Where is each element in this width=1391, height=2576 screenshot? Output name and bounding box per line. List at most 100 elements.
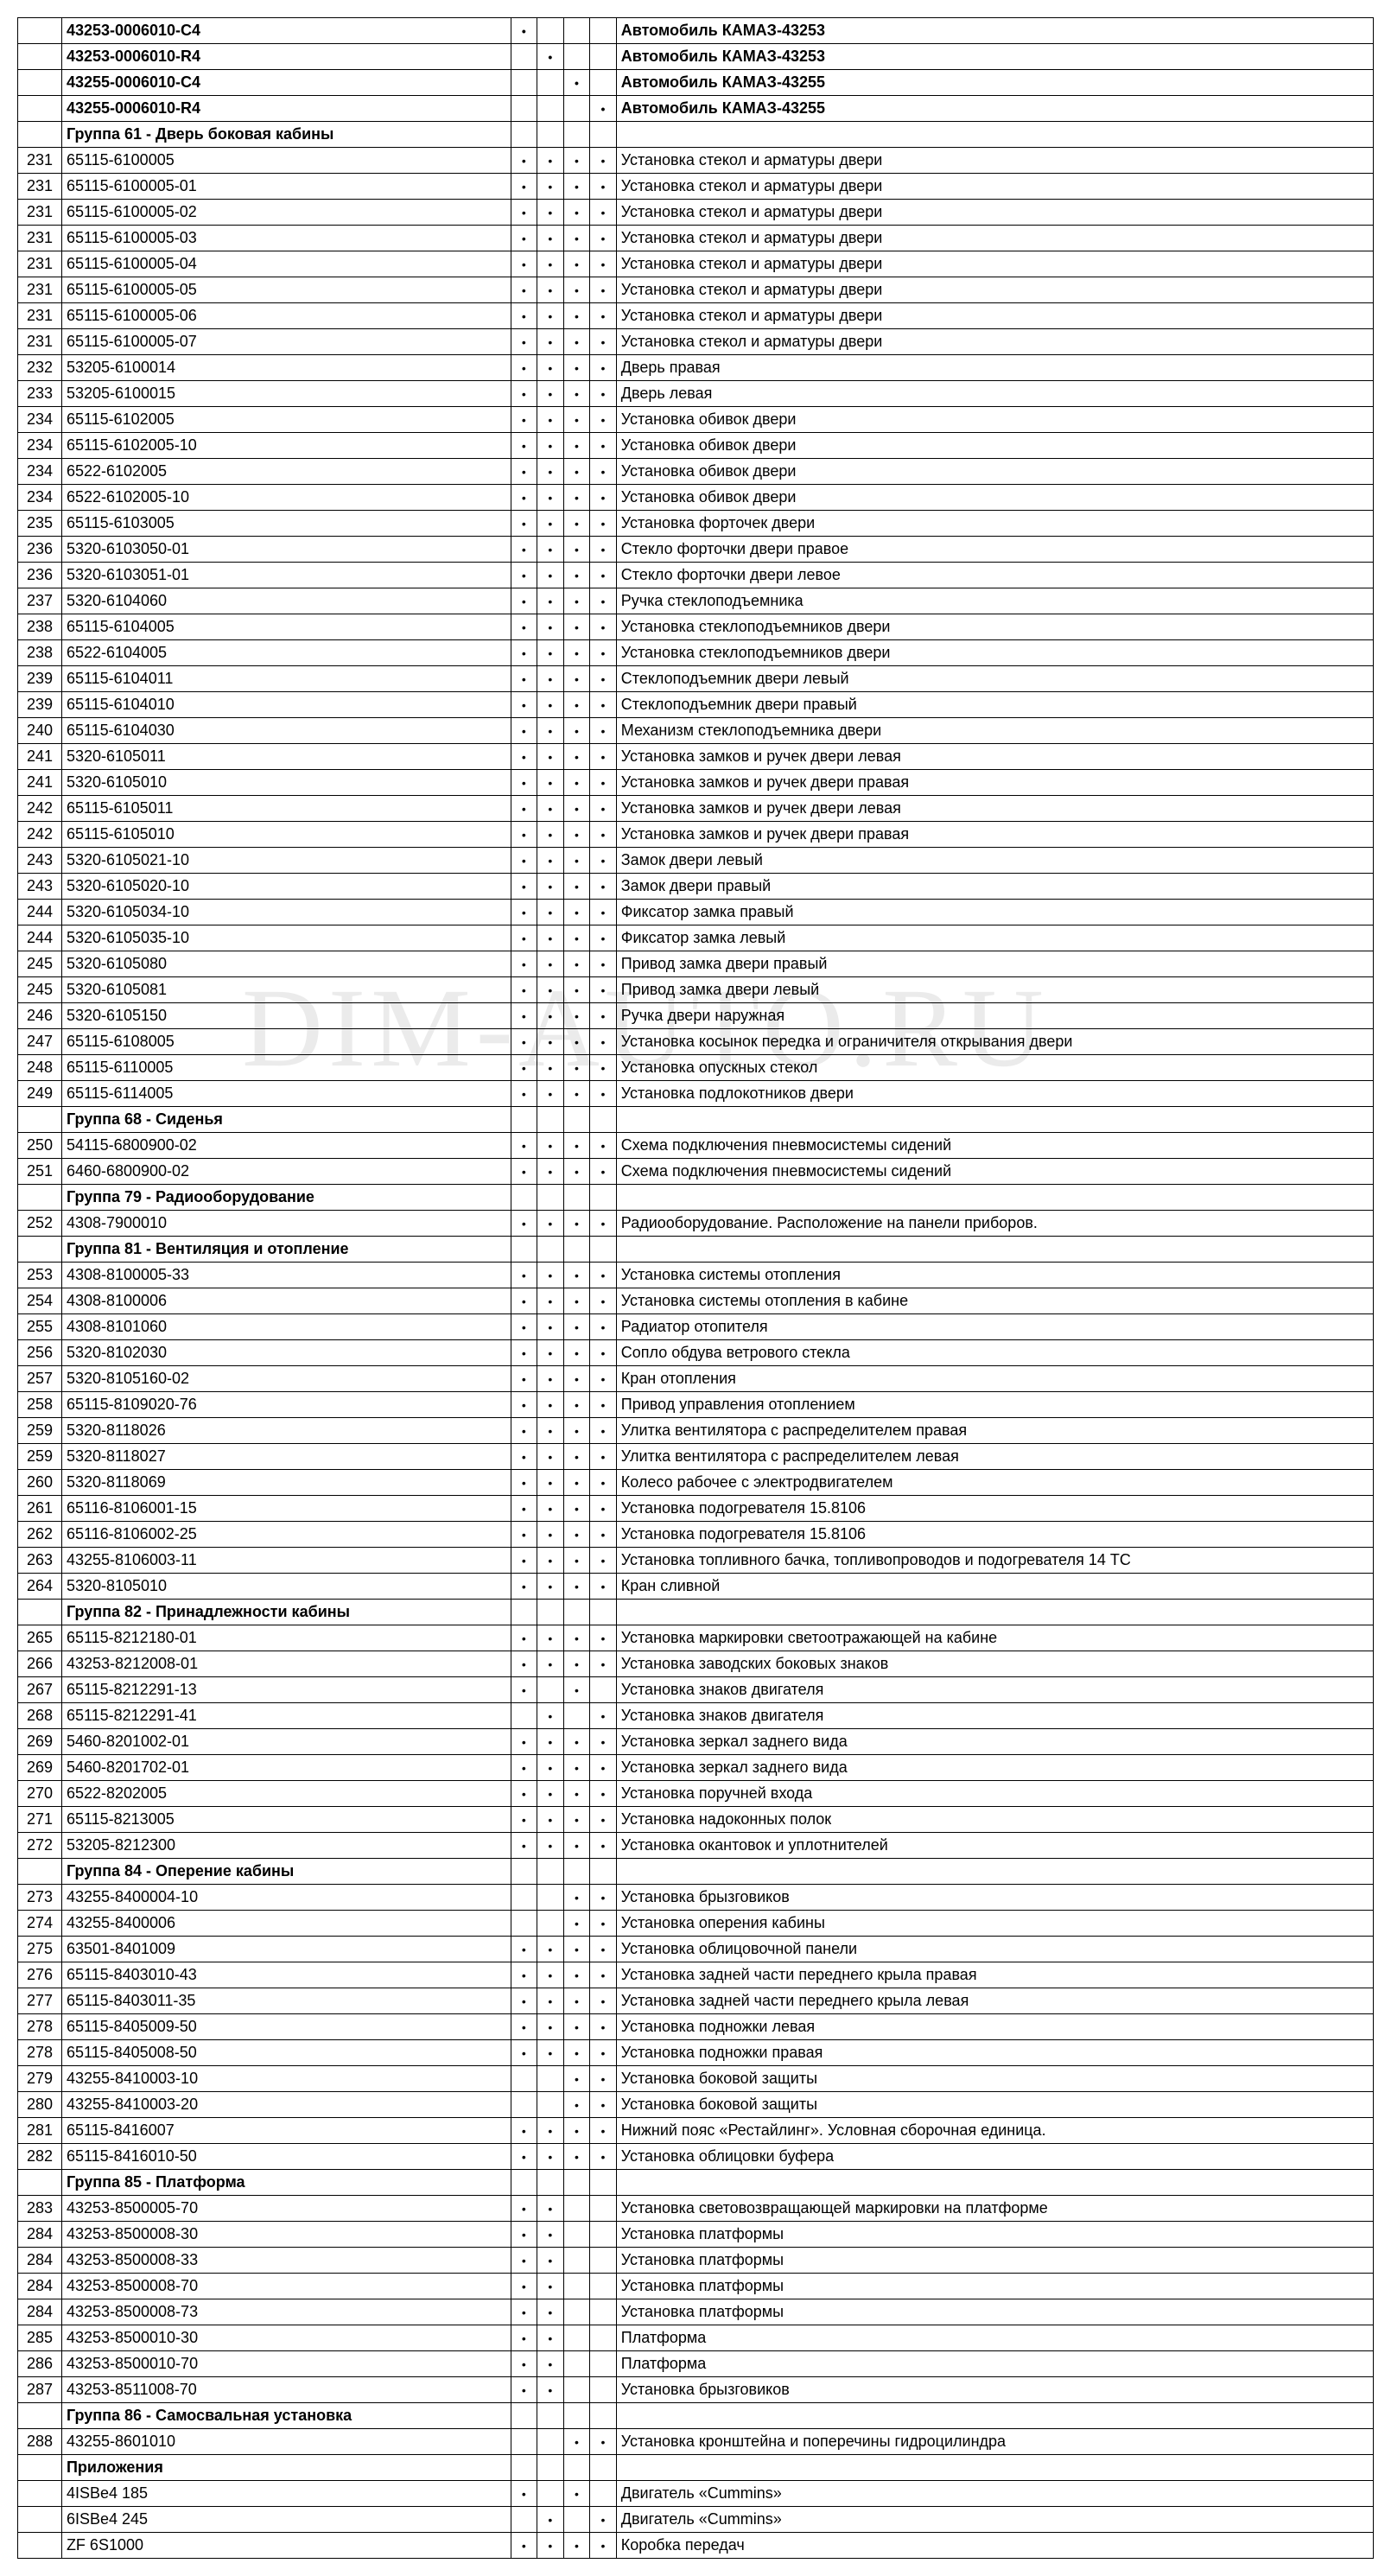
- table-row: 6ISBe4 245••Двигатель «Cummins»: [18, 2507, 1374, 2533]
- applicability-mark-2: •: [537, 1029, 564, 1055]
- applicability-mark-2: •: [537, 900, 564, 925]
- table-row: Группа 85 - Платформа: [18, 2170, 1374, 2196]
- applicability-mark-3: •: [563, 1496, 590, 1522]
- description: Установка оперения кабины: [616, 1911, 1373, 1937]
- description: [616, 1600, 1373, 1625]
- table-row: 24765115-6108005••••Установка косынок пе…: [18, 1029, 1374, 1055]
- applicability-mark-3: •: [563, 692, 590, 718]
- applicability-mark-1: •: [511, 381, 537, 407]
- applicability-mark-4: [590, 1107, 617, 1133]
- row-number: 258: [18, 1392, 62, 1418]
- applicability-mark-4: •: [590, 1340, 617, 1366]
- applicability-mark-2: •: [537, 44, 564, 70]
- applicability-mark-2: •: [537, 874, 564, 900]
- description: Установка световозвращающей маркировки н…: [616, 2196, 1373, 2222]
- part-code: 65115-8212180-01: [61, 1625, 511, 1651]
- applicability-mark-1: [511, 1185, 537, 1211]
- table-row: 23165115-6100005-03••••Установка стекол …: [18, 226, 1374, 251]
- row-number: 231: [18, 251, 62, 277]
- table-row: 23465115-6102005••••Установка обивок две…: [18, 407, 1374, 433]
- applicability-mark-2: •: [537, 692, 564, 718]
- table-row: 28843255-8601010••Установка кронштейна и…: [18, 2429, 1374, 2455]
- applicability-mark-2: •: [537, 1288, 564, 1314]
- applicability-mark-1: [511, 1600, 537, 1625]
- applicability-mark-3: [563, 44, 590, 70]
- description: Стекло форточки двери правое: [616, 537, 1373, 563]
- table-row: 2695460-8201702-01••••Установка зеркал з…: [18, 1755, 1374, 1781]
- applicability-mark-4: •: [590, 329, 617, 355]
- row-number: [18, 2533, 62, 2559]
- applicability-mark-1: [511, 2066, 537, 2092]
- description: Установка подогревателя 15.8106: [616, 1496, 1373, 1522]
- part-code: 5320-6105010: [61, 770, 511, 796]
- description: Установка топливного бачка, топливопрово…: [616, 1548, 1373, 1574]
- applicability-mark-2: •: [537, 2144, 564, 2170]
- part-code: 6460-6800900-02: [61, 1159, 511, 1185]
- applicability-mark-4: •: [590, 1729, 617, 1755]
- table-row: 2455320-6105081••••Привод замка двери ле…: [18, 977, 1374, 1003]
- row-number: 266: [18, 1651, 62, 1677]
- applicability-mark-1: •: [511, 2144, 537, 2170]
- applicability-mark-4: •: [590, 1833, 617, 1859]
- part-code: 43253-0006010-R4: [61, 44, 511, 70]
- row-number: 263: [18, 1548, 62, 1574]
- row-number: 239: [18, 692, 62, 718]
- part-code: 65115-6100005-01: [61, 174, 511, 200]
- applicability-mark-4: •: [590, 1962, 617, 1988]
- table-row: 2435320-6105020-10••••Замок двери правый: [18, 874, 1374, 900]
- part-code: 43255-0006010-R4: [61, 96, 511, 122]
- description: Установка замков и ручек двери левая: [616, 796, 1373, 822]
- part-code: 65115-8405008-50: [61, 2040, 511, 2066]
- part-code: 43255-8410003-20: [61, 2092, 511, 2118]
- row-number: 277: [18, 1988, 62, 2014]
- applicability-mark-2: •: [537, 2274, 564, 2299]
- applicability-mark-4: •: [590, 96, 617, 122]
- row-number: 262: [18, 1522, 62, 1548]
- part-code: 43253-8500008-73: [61, 2299, 511, 2325]
- applicability-mark-2: [537, 1677, 564, 1703]
- applicability-mark-1: [511, 2455, 537, 2481]
- part-code: 4ISBe4 185: [61, 2481, 511, 2507]
- table-row: 2435320-6105021-10••••Замок двери левый: [18, 848, 1374, 874]
- applicability-mark-4: [590, 18, 617, 44]
- description: Привод замка двери правый: [616, 951, 1373, 977]
- applicability-mark-1: [511, 1859, 537, 1885]
- applicability-mark-1: •: [511, 407, 537, 433]
- applicability-mark-2: •: [537, 925, 564, 951]
- table-row: 23165115-6100005-02••••Установка стекол …: [18, 200, 1374, 226]
- applicability-mark-1: •: [511, 1937, 537, 1962]
- description: Привод управления отоплением: [616, 1392, 1373, 1418]
- table-row: 2365320-6103050-01••••Стекло форточки дв…: [18, 537, 1374, 563]
- applicability-mark-1: [511, 1911, 537, 1937]
- applicability-mark-1: •: [511, 2196, 537, 2222]
- applicability-mark-3: •: [563, 1340, 590, 1366]
- table-row: 24865115-6110005••••Установка опускных с…: [18, 1055, 1374, 1081]
- applicability-mark-3: •: [563, 1470, 590, 1496]
- applicability-mark-1: •: [511, 174, 537, 200]
- row-number: 260: [18, 1470, 62, 1496]
- applicability-mark-3: [563, 1237, 590, 1263]
- applicability-mark-4: [590, 2403, 617, 2429]
- applicability-mark-3: •: [563, 1988, 590, 2014]
- applicability-mark-1: [511, 2403, 537, 2429]
- applicability-mark-4: •: [590, 1211, 617, 1237]
- row-number: 261: [18, 1496, 62, 1522]
- row-number: 243: [18, 874, 62, 900]
- applicability-mark-1: [511, 1703, 537, 1729]
- table-row: 23465115-6102005-10••••Установка обивок …: [18, 433, 1374, 459]
- applicability-mark-4: •: [590, 2040, 617, 2066]
- applicability-mark-4: [590, 2377, 617, 2403]
- applicability-mark-2: •: [537, 1522, 564, 1548]
- applicability-mark-1: •: [511, 1781, 537, 1807]
- table-row: 25865115-8109020-76••••Привод управления…: [18, 1392, 1374, 1418]
- applicability-mark-4: •: [590, 977, 617, 1003]
- applicability-mark-2: •: [537, 2014, 564, 2040]
- applicability-mark-1: •: [511, 1729, 537, 1755]
- applicability-mark-3: •: [563, 355, 590, 381]
- part-code: ZF 6S1000: [61, 2533, 511, 2559]
- applicability-mark-4: •: [590, 1444, 617, 1470]
- applicability-mark-1: •: [511, 1288, 537, 1314]
- applicability-mark-4: [590, 2248, 617, 2274]
- applicability-mark-3: •: [563, 770, 590, 796]
- part-code: 5320-8105010: [61, 1574, 511, 1600]
